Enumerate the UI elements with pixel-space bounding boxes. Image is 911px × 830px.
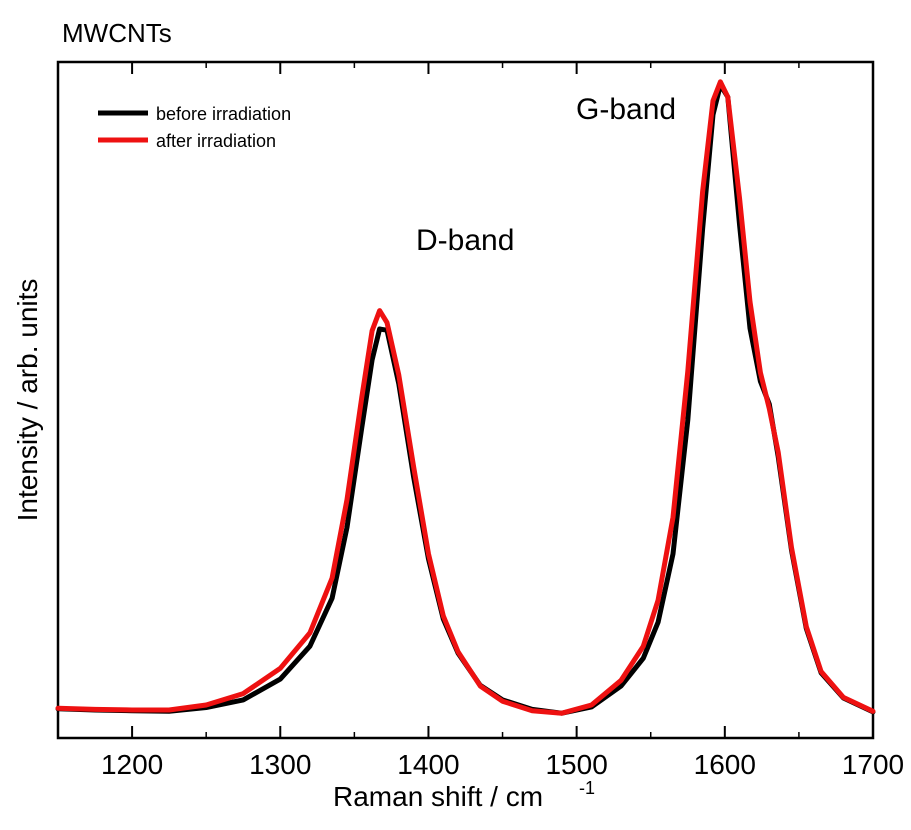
annotation-g-band: G-band [576,93,676,126]
legend-label-after: after irradiation [156,131,276,151]
x-axis-label-group: Raman shift / cm -1 [333,778,595,812]
y-axis-label: Intensity / arb. units [12,279,43,522]
x-tick-label-1700: 1700 [842,749,904,780]
x-axis-ticks: 1200 1300 1400 1500 1600 1700 [57,62,904,780]
x-tick-label-1500: 1500 [545,749,607,780]
x-axis-label: Raman shift / cm [333,781,543,812]
series-layer [55,79,876,716]
legend: before irradiation after irradiation [98,104,291,151]
x-axis-label-superscript: -1 [579,778,595,798]
chart-title: MWCNTs [62,18,172,48]
x-tick-label-1400: 1400 [397,749,459,780]
annotation-d-band: D-band [416,224,514,257]
series-line-after-irradiation [55,79,876,716]
x-tick-label-1200: 1200 [101,749,163,780]
x-tick-label-1600: 1600 [694,749,756,780]
x-tick-label-1300: 1300 [249,749,311,780]
plot-frame [56,60,875,740]
series-line-before-irradiation [55,82,876,716]
legend-label-before: before irradiation [156,104,291,124]
